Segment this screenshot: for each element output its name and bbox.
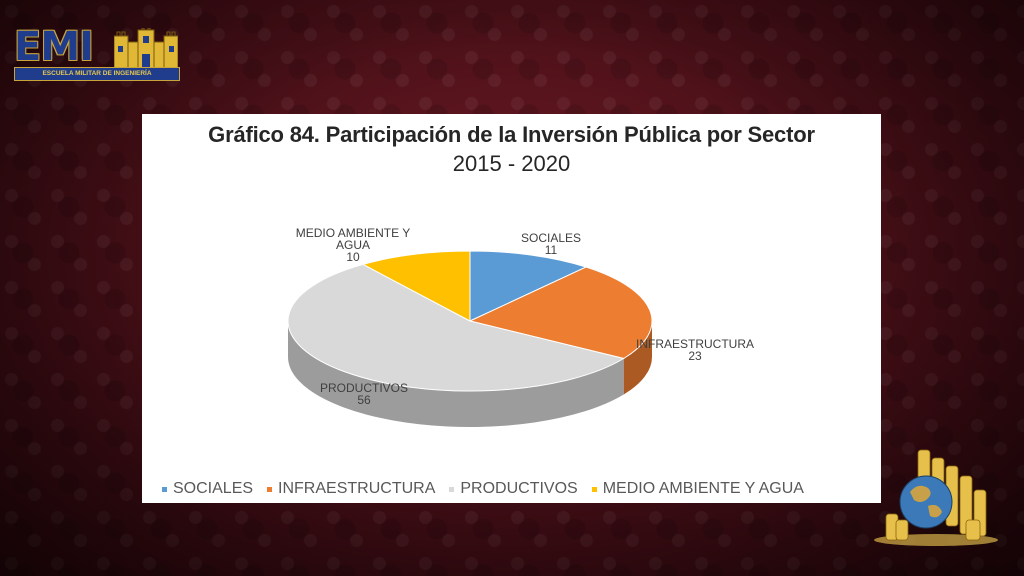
legend-label: MEDIO AMBIENTE Y AGUA bbox=[602, 480, 804, 497]
legend-label: INFRAESTRUCTURA bbox=[278, 480, 436, 497]
pie-slice-productivos bbox=[287, 263, 625, 392]
pie-slice-infraestructura bbox=[468, 266, 653, 360]
legend-swatch bbox=[449, 486, 455, 492]
legend-item-infraestructura: INFRAESTRUCTURA bbox=[267, 480, 435, 498]
data-label-infraestructura: INFRAESTRUCTURA 23 bbox=[636, 338, 754, 362]
legend-item-sociales: SOCIALES bbox=[162, 480, 253, 498]
chart-legend: SOCIALES INFRAESTRUCTURA PRODUCTIVOS MEDIO … bbox=[162, 480, 804, 498]
data-label-name: MEDIO AMBIENTE Y bbox=[295, 226, 411, 240]
data-label-productivos: PRODUCTIVOS 56 bbox=[320, 382, 408, 406]
legend-swatch bbox=[267, 486, 273, 492]
coins-globe-icon bbox=[874, 449, 998, 546]
data-label-value: 23 bbox=[688, 349, 702, 363]
pie-slice-medio-ambiente-y-agua bbox=[361, 250, 471, 322]
logo-subtitle: ESCUELA MILITAR DE INGENIERÍA bbox=[14, 67, 180, 81]
emi-logo: EMI ESCUELA MILITAR DE INGENIERÍA bbox=[14, 24, 180, 81]
data-label-medio-ambiente-y-agua: MEDIO AMBIENTE Y AGUA 10 bbox=[296, 227, 410, 263]
legend-label: PRODUCTIVOS bbox=[460, 480, 578, 497]
chart-card: Gráfico 84. Participación de la Inversió… bbox=[142, 114, 881, 503]
data-label-name: INFRAESTRUCTURA bbox=[635, 337, 755, 351]
logo-text: EMI bbox=[14, 24, 94, 70]
pie-slice-sociales bbox=[469, 250, 588, 322]
data-label-value: 11 bbox=[544, 243, 558, 257]
data-label-value: 56 bbox=[357, 393, 371, 407]
data-label-value: 10 bbox=[346, 250, 360, 264]
data-label-name-cont: AGUA bbox=[335, 238, 370, 252]
legend-swatch bbox=[591, 486, 597, 492]
pie-side-infraestructura bbox=[623, 321, 652, 395]
data-label-sociales: SOCIALES 11 bbox=[521, 232, 581, 256]
pie-side-productivos bbox=[288, 321, 624, 428]
legend-item-medio-ambiente-y-agua: MEDIO AMBIENTE Y AGUA bbox=[591, 480, 804, 498]
castle-icon bbox=[114, 28, 178, 68]
legend-swatch bbox=[162, 486, 167, 492]
data-label-name: PRODUCTIVOS bbox=[319, 381, 409, 395]
legend-item-productivos: PRODUCTIVOS bbox=[449, 480, 578, 498]
pie-chart bbox=[287, 250, 653, 428]
legend-label: SOCIALES bbox=[173, 480, 254, 497]
data-label-name: SOCIALES bbox=[520, 231, 582, 245]
chart-subtitle: 2015 - 2020 bbox=[452, 151, 571, 176]
chart-title: Gráfico 84. Participación de la Inversió… bbox=[208, 122, 815, 147]
